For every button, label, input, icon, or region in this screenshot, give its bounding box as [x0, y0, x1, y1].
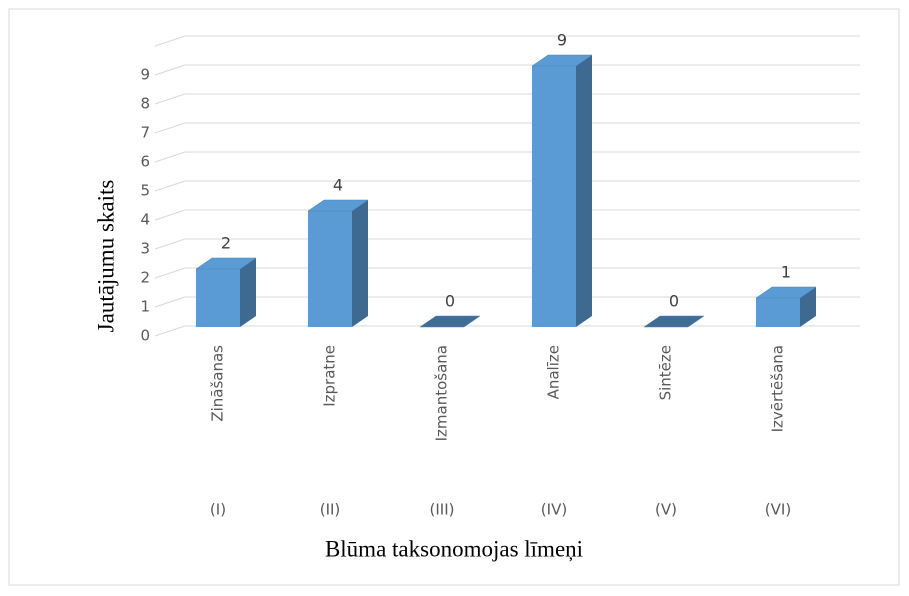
bar-front — [532, 66, 576, 327]
bar-side — [352, 200, 368, 327]
bar-front — [756, 298, 800, 327]
data-label: 0 — [445, 292, 455, 311]
data-label: 1 — [781, 263, 791, 282]
x-group-label: (V) — [655, 501, 677, 519]
x-tick-label: Izvērtēšana — [769, 345, 787, 432]
bar-top — [195, 257, 257, 270]
grid-line-side — [154, 238, 186, 250]
y-tick-label: 4 — [140, 211, 150, 229]
grid-line-side — [154, 35, 186, 47]
bar-front — [196, 269, 240, 327]
x-group-label: (IV) — [541, 501, 567, 519]
x-group-label: (III) — [430, 501, 455, 519]
bar-top — [755, 286, 817, 299]
x-tick-label: Zināšanas — [209, 345, 227, 422]
y-tick-label: 2 — [140, 269, 150, 287]
grid-line-side — [154, 209, 186, 221]
x-axis-title: Blūma taksonomojas līmeņi — [325, 536, 583, 562]
grid-line-side — [154, 267, 186, 279]
grid-line-side — [154, 325, 186, 337]
y-tick-label: 7 — [140, 124, 150, 142]
bar-side — [800, 287, 816, 327]
y-tick-label: 6 — [140, 153, 150, 171]
y-axis-title: Jautājumu skaits — [93, 180, 118, 333]
grid-line-side — [154, 180, 186, 192]
data-label: 4 — [333, 176, 343, 195]
y-tick-label: 9 — [140, 66, 150, 84]
x-group-label: (VI) — [765, 501, 791, 519]
grid-line-side — [154, 122, 186, 134]
y-tick-label: 8 — [140, 95, 150, 113]
bar-top — [643, 315, 705, 328]
y-tick-label: 3 — [140, 240, 150, 258]
bar-top — [419, 315, 481, 328]
y-tick-label: 1 — [140, 298, 150, 316]
data-label: 0 — [669, 292, 679, 311]
bar-side — [576, 55, 592, 327]
x-group-label: (I) — [210, 501, 226, 519]
bar-top — [531, 54, 593, 67]
grid-line-side — [154, 64, 186, 76]
y-tick-label: 0 — [140, 327, 150, 345]
bar-front — [308, 211, 352, 327]
x-tick-label: Sintēze — [657, 345, 675, 400]
x-tick-label: Izmantošana — [433, 345, 451, 441]
x-tick-label: Izpratne — [321, 345, 339, 407]
x-tick-label: Analīze — [545, 345, 563, 399]
y-tick-label: 5 — [140, 182, 150, 200]
x-group-label: (II) — [320, 501, 341, 519]
grid-line-side — [154, 151, 186, 163]
bar-top — [307, 199, 369, 212]
bar-side — [240, 258, 256, 327]
data-label: 9 — [557, 31, 567, 50]
grid-line-side — [154, 296, 186, 308]
grid-line-side — [154, 93, 186, 105]
data-label: 2 — [221, 234, 231, 253]
